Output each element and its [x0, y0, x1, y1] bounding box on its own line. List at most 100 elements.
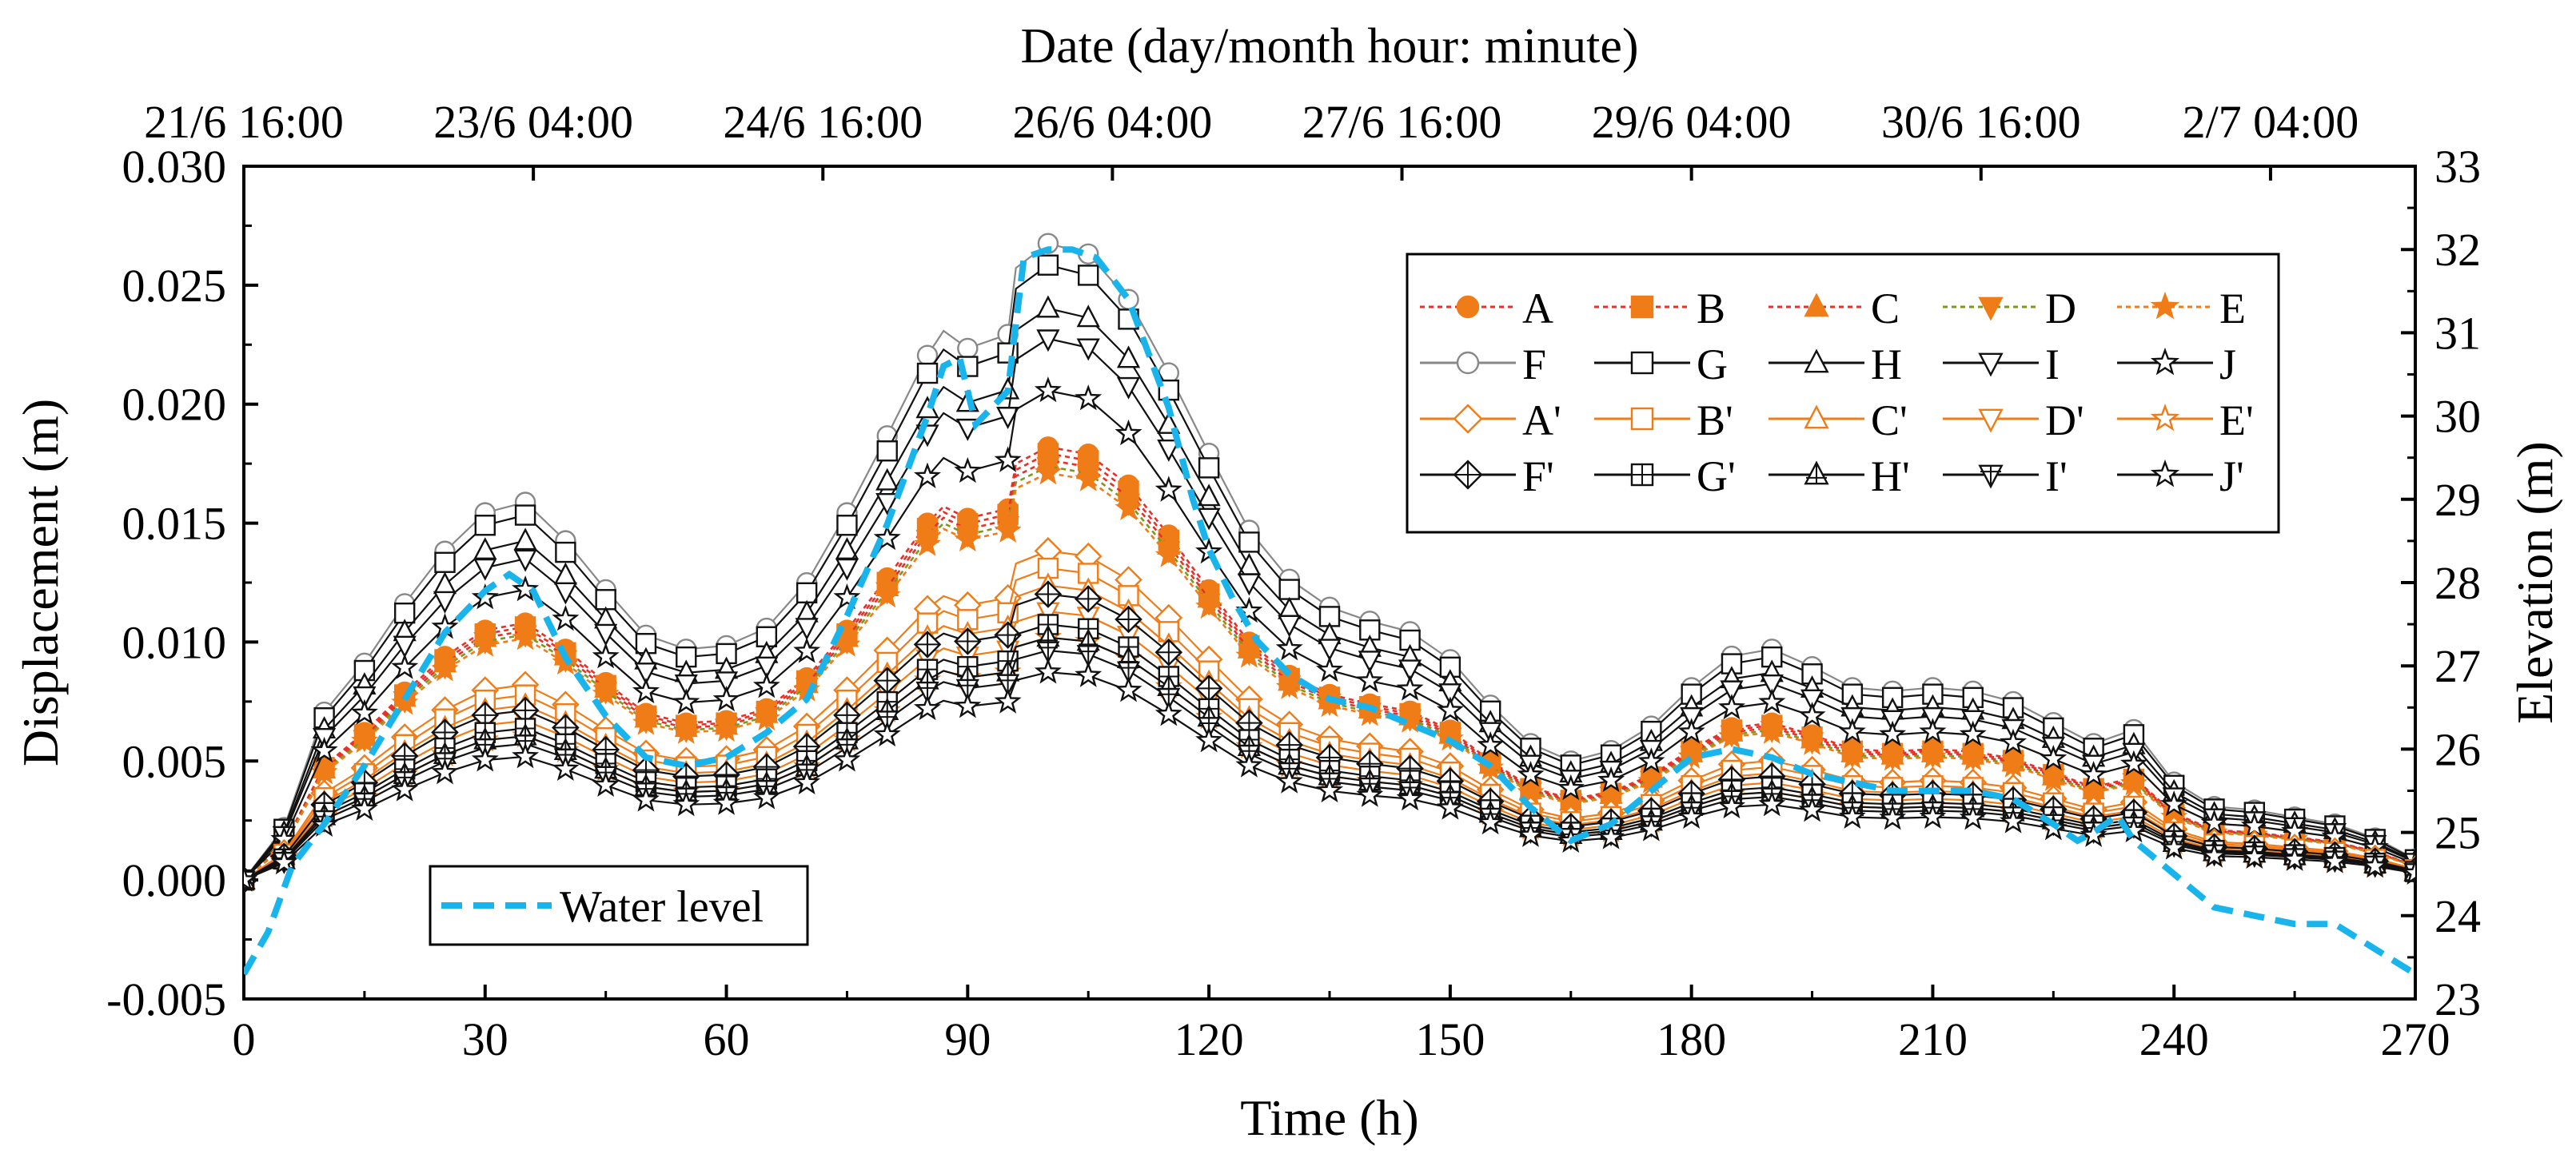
marker-shape: [1758, 718, 1786, 744]
marker-shape: [2119, 750, 2147, 776]
series-point: [513, 527, 537, 551]
marker-shape: [1036, 329, 1060, 352]
series-point: [833, 746, 861, 772]
marker-shape: [1597, 766, 1625, 793]
series-point: [1758, 718, 1786, 744]
marker-shape: [1075, 384, 1103, 411]
marker-shape: [1630, 295, 1654, 319]
marker-shape: [2160, 790, 2188, 817]
legend-label: A': [1522, 396, 1561, 444]
series-point: [752, 704, 780, 731]
series-point: [1157, 439, 1181, 462]
legend-swatch-marker: [1804, 404, 1829, 429]
marker-shape: [873, 524, 901, 551]
series-point: [1677, 718, 1705, 744]
legend-item: J: [2117, 340, 2236, 388]
series-point: [1760, 674, 1784, 697]
series-point: [672, 718, 700, 744]
marker-shape: [1677, 802, 1705, 830]
top-tick-label: 27/6 16:00: [1302, 96, 1502, 148]
x-tick-label: 60: [704, 1013, 750, 1065]
series-point: [1999, 728, 2027, 754]
series-point: [1758, 790, 1786, 817]
series-j-prime: [244, 658, 2415, 892]
top-tick-label: 24/6 16:00: [723, 96, 923, 148]
series-legend: A B C D E F G H I J A' B' C' D' E' F' G' H' I' J': [1406, 253, 2280, 534]
y-tick-label: 0.010: [122, 616, 227, 668]
marker-shape: [714, 671, 739, 694]
marker-shape: [1237, 573, 1261, 596]
series-point: [1238, 531, 1260, 553]
legend-swatch-marker: [1630, 351, 1654, 375]
series-point: [471, 631, 499, 657]
series-point: [431, 758, 459, 785]
marker-shape: [1999, 807, 2027, 834]
marker-shape: [632, 677, 660, 704]
series-point: [512, 624, 540, 651]
top-axis-title: Date (day/month hour: minute): [1020, 19, 1638, 74]
marker-shape: [712, 685, 740, 712]
marker-shape: [1275, 634, 1303, 661]
marker-shape: [1034, 376, 1062, 403]
series-point: [350, 698, 378, 725]
marker-shape: [1477, 730, 1505, 758]
marker-shape: [1398, 659, 1422, 682]
marker-shape: [471, 631, 499, 657]
legend-item: F': [1420, 452, 1554, 500]
series-point: [2040, 765, 2068, 791]
legend-label: D': [2045, 396, 2084, 444]
series-point: [795, 618, 819, 641]
x-tick-label: 90: [944, 1013, 991, 1065]
series-point: [1034, 458, 1062, 485]
series-point: [1959, 720, 1987, 746]
marker-shape: [513, 549, 537, 572]
marker-shape: [391, 775, 419, 802]
series-point: [1959, 804, 1987, 830]
series-point: [954, 692, 982, 718]
series-point: [592, 770, 620, 798]
marker-shape: [1358, 651, 1382, 674]
series-point: [350, 794, 378, 822]
legend-label: D: [2045, 285, 2076, 332]
series-point: [2361, 852, 2389, 878]
y-tick-label: 0.005: [122, 735, 227, 787]
series-point: [1721, 653, 1743, 674]
marker-shape: [471, 583, 499, 610]
x-tick-label: 0: [233, 1013, 256, 1065]
y2-tick-label: 27: [2434, 640, 2481, 692]
marker-shape: [553, 562, 577, 585]
series-line: [244, 459, 2415, 881]
series-point: [594, 623, 618, 647]
legend-item: E: [2117, 285, 2246, 332]
marker-shape: [1154, 541, 1182, 567]
marker-shape: [672, 688, 700, 714]
series-point: [873, 524, 901, 551]
series-point: [2321, 847, 2349, 873]
series-point: [752, 672, 780, 698]
series-point: [632, 677, 660, 704]
series-point: [433, 571, 457, 595]
marker-shape: [1978, 296, 2004, 321]
marker-shape: [1919, 802, 1947, 830]
series-point: [1278, 579, 1300, 600]
top-tick-label: 23/6 04:00: [433, 96, 633, 148]
marker-shape: [913, 530, 941, 556]
marker-shape: [1557, 774, 1585, 801]
marker-cross: [1075, 586, 1101, 612]
legend-label: E': [2219, 396, 2254, 444]
y-tick-label: 0.000: [122, 854, 227, 906]
marker-shape: [1235, 642, 1263, 668]
marker-shape: [350, 698, 378, 725]
y2-tick-label: 23: [2434, 973, 2481, 1025]
marker-shape: [1278, 615, 1302, 638]
marker-shape: [752, 704, 780, 731]
marker-shape: [552, 754, 580, 782]
series-point: [1356, 700, 1384, 726]
series-point: [833, 631, 861, 657]
series-point: [2080, 761, 2107, 787]
series-point: [1034, 658, 1062, 684]
marker-shape: [755, 656, 779, 679]
series-point: [512, 575, 540, 602]
series-point: [913, 694, 941, 721]
x-tick-label: 120: [1174, 1013, 1244, 1065]
